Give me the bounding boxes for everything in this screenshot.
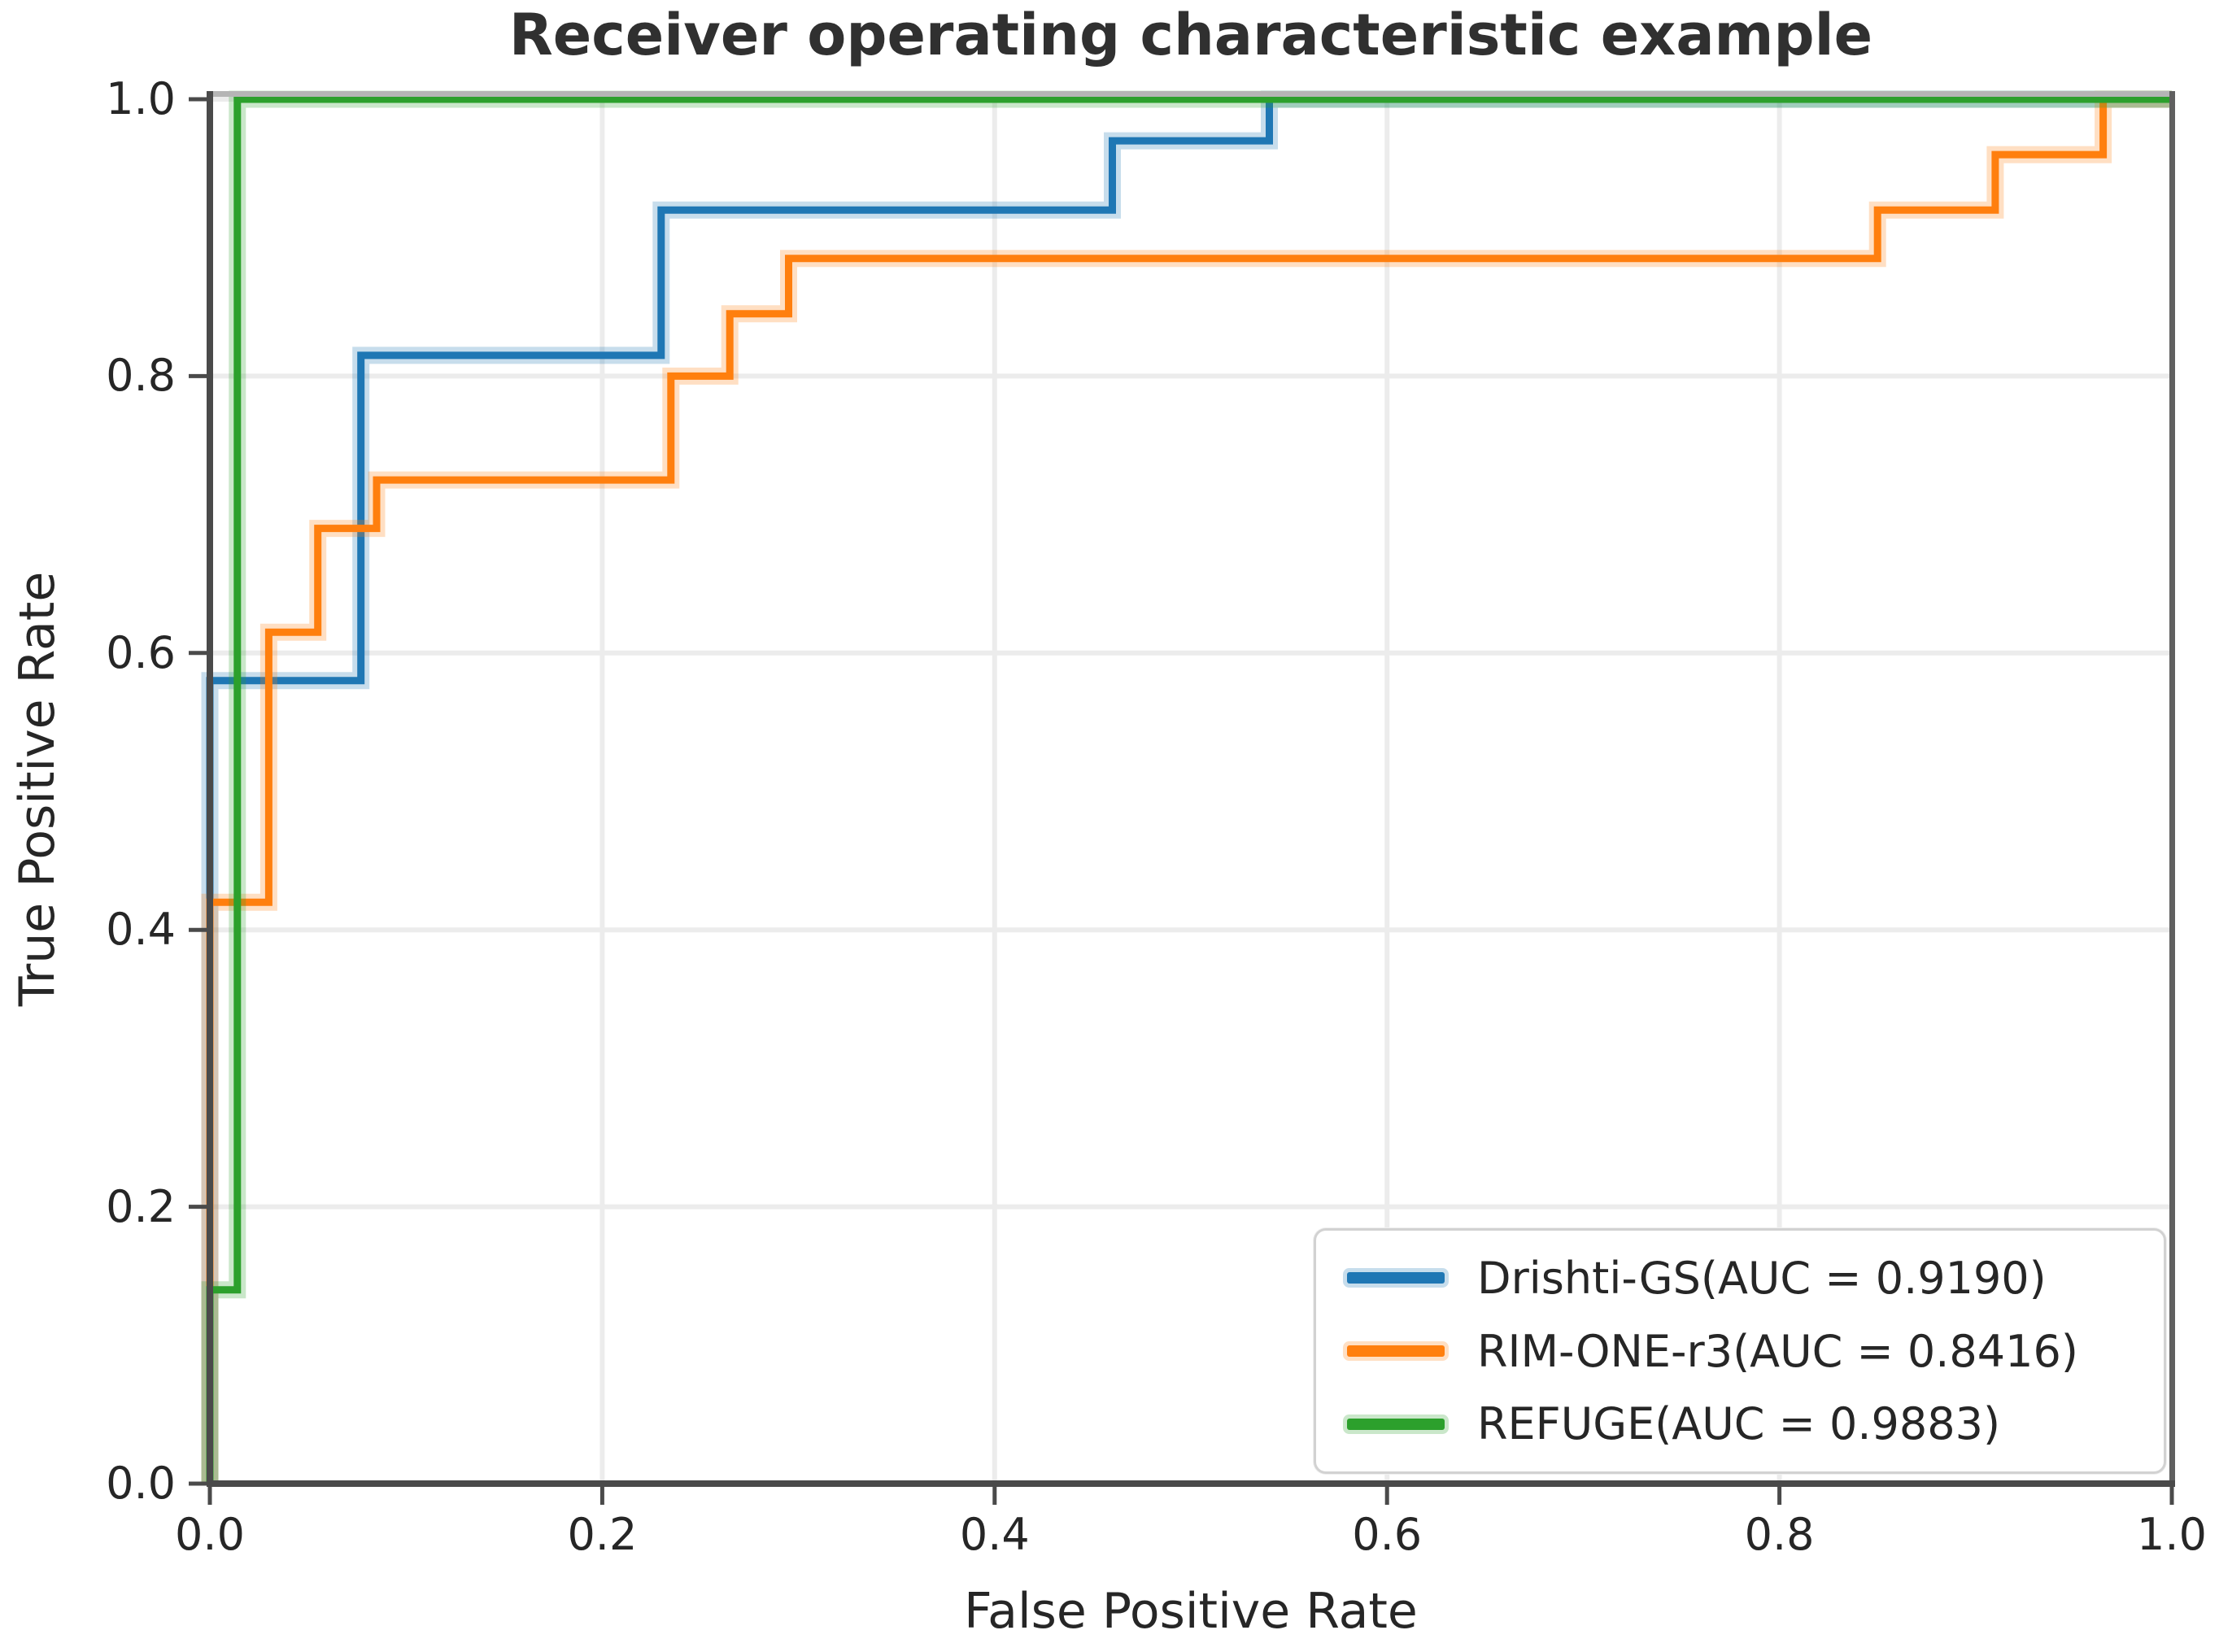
legend: Drishti-GS(AUC = 0.9190) RIM-ONE-r3(AUC =… [1314,1228,2166,1474]
legend-entry-rim-one-r3: RIM-ONE-r3(AUC = 0.8416) [1347,1326,2164,1377]
y-tick-label: 1.0 [106,73,176,124]
plot-area [189,90,2175,1505]
roc-curve-drishti-gs [206,95,2172,1484]
x-tick-label: 0.2 [567,1509,638,1560]
y-tick-label: 0.8 [106,350,176,402]
x-tick-label: 1.0 [2137,1509,2207,1560]
legend-label-refuge: REFUGE(AUC = 0.9883) [1477,1398,2001,1450]
legend-swatch-rim-one-r3 [1347,1345,1445,1357]
legend-entry-refuge: REFUGE(AUC = 0.9883) [1347,1398,2164,1449]
y-tick-label: 0.0 [106,1458,176,1509]
legend-swatch-refuge [1347,1418,1445,1430]
legend-label-drishti-gs: Drishti-GS(AUC = 0.9190) [1477,1252,2047,1304]
legend-swatch-drishti-gs [1347,1272,1445,1284]
plot-canvas [189,90,2175,1505]
x-tick-label: 0.0 [175,1509,245,1560]
x-tick-label: 0.8 [1744,1509,1815,1560]
y-tick-label: 0.4 [106,904,176,956]
x-tick-label: 0.4 [959,1509,1030,1560]
chart-title: Receiver operating characteristic exampl… [508,2,1873,68]
y-tick-label: 0.2 [106,1180,176,1232]
legend-label-rim-one-r3: RIM-ONE-r3(AUC = 0.8416) [1477,1325,2078,1377]
y-tick-label: 0.6 [106,626,176,678]
roc-curve-rim-one-r3 [206,95,2172,1484]
legend-entry-drishti-gs: Drishti-GS(AUC = 0.9190) [1347,1253,2164,1304]
x-tick-label: 0.6 [1352,1509,1423,1560]
x-axis-label: False Positive Rate [964,1583,1418,1640]
